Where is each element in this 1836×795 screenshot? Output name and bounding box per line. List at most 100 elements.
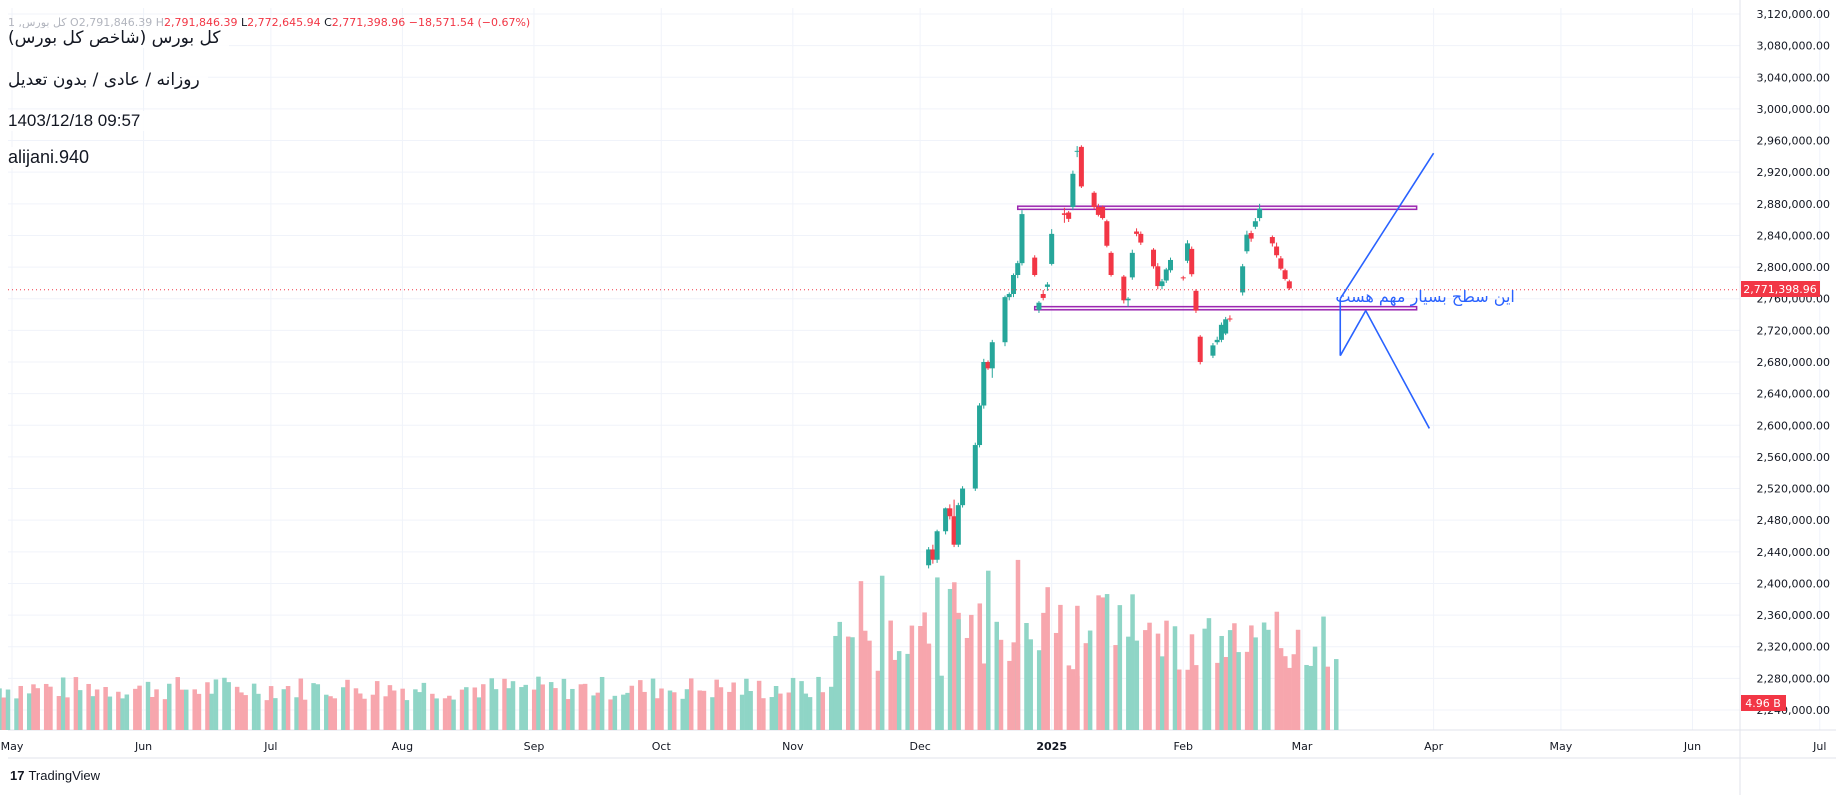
volume-bar — [1045, 587, 1050, 730]
volume-bar — [1113, 645, 1118, 730]
volume-bar — [1164, 620, 1169, 730]
candle-body — [1036, 302, 1042, 310]
tradingview-logo[interactable]: 17 TradingView — [10, 768, 100, 783]
volume-bar — [981, 663, 987, 730]
volume-bar — [875, 670, 881, 730]
close-label: C — [324, 16, 332, 29]
volume-bar — [1096, 595, 1101, 730]
candle-body — [1070, 173, 1076, 207]
candle-body — [1180, 277, 1186, 279]
candle — [1184, 240, 1190, 264]
volume-bar — [1134, 640, 1140, 730]
volume-bar — [1291, 654, 1297, 730]
volume-bar — [1041, 612, 1046, 730]
volume-bar — [850, 637, 855, 730]
candle-body — [989, 342, 995, 369]
volume-bar — [519, 687, 524, 730]
volume-bar — [493, 689, 499, 730]
volume-badge-bg — [1741, 695, 1786, 711]
volume-bar — [1287, 667, 1292, 730]
volume-bar — [667, 690, 673, 730]
price-tick-label: 2,560,000.00 — [1757, 451, 1830, 464]
volume-bar — [1274, 611, 1280, 730]
volume-bar — [35, 688, 40, 730]
volume-bar — [324, 694, 329, 730]
volume-bar — [14, 698, 19, 730]
volume-bar — [430, 693, 435, 730]
candle-body — [1129, 252, 1135, 278]
volume-bar — [816, 676, 821, 730]
volume-bar — [1007, 660, 1012, 730]
volume-bar — [357, 693, 363, 730]
volume-bar — [1075, 605, 1080, 730]
volume-bar — [845, 636, 851, 730]
time-tick-label: Aug — [392, 740, 413, 753]
candle — [1125, 297, 1131, 307]
price-tick-label: 2,880,000.00 — [1757, 198, 1830, 211]
time-axis[interactable]: May Jun Jul Aug Sep Oct Nov Dec 2025 Feb Mar Apr May… — [1, 740, 1827, 753]
time-tick-label: Sep — [524, 740, 545, 753]
volume-bar — [998, 639, 1004, 730]
volume-bar — [786, 692, 792, 730]
volume-bar — [926, 643, 932, 730]
volume-bar — [281, 689, 287, 730]
candle-body — [1193, 290, 1199, 311]
candle-body — [1010, 275, 1016, 294]
tradingview-brand: TradingView — [28, 768, 101, 783]
volume-bar — [1100, 597, 1106, 730]
price-tick-label: 2,640,000.00 — [1757, 388, 1830, 401]
volume-bar — [77, 690, 83, 730]
candle — [934, 529, 940, 563]
volume-bar — [196, 693, 202, 730]
high-label: H — [155, 16, 164, 29]
volume-bar — [739, 694, 745, 730]
volume-bar — [328, 696, 333, 730]
candle — [1091, 191, 1097, 210]
candle — [1210, 343, 1216, 359]
chart-title: کل بورس (شاخص کل بورس) — [8, 28, 229, 48]
candle-body — [1282, 270, 1288, 279]
volume-bar — [506, 688, 512, 730]
candle — [1197, 335, 1203, 365]
price-tick-label: 2,920,000.00 — [1757, 166, 1830, 179]
volume-bar — [315, 684, 321, 730]
volume-bar — [1334, 659, 1339, 730]
candle-body — [1095, 206, 1101, 215]
low-label: L — [240, 16, 248, 29]
volume-bar — [413, 689, 418, 730]
trend-line — [1339, 152, 1435, 300]
volume-bar — [1278, 648, 1284, 730]
candle — [1108, 251, 1114, 277]
volume-bar — [133, 688, 138, 730]
price-tick-label: 2,440,000.00 — [1757, 546, 1830, 559]
candle-body — [1197, 336, 1203, 362]
time-tick-label: May — [1, 740, 24, 753]
volume-bar — [345, 679, 350, 730]
volume-bar — [1024, 622, 1029, 730]
candle-body — [1155, 266, 1161, 287]
volume-bar — [1193, 665, 1199, 730]
volume-bar — [561, 678, 567, 730]
volume-bar — [434, 698, 439, 730]
candle — [1269, 235, 1275, 247]
volume-bar — [1066, 665, 1072, 730]
price-tick-label: 3,000,000.00 — [1757, 103, 1830, 116]
candle-body — [1278, 258, 1284, 269]
candle — [1040, 290, 1046, 301]
volume-bar — [905, 653, 910, 730]
time-tick-label: Jun — [134, 740, 152, 753]
candle — [1104, 219, 1110, 248]
candle — [1244, 230, 1250, 254]
candle-body — [972, 445, 978, 489]
candle-body — [1002, 297, 1008, 343]
volume-bar — [0, 688, 2, 730]
volume-bar — [803, 693, 809, 730]
price-axis[interactable]: 2,240,000.002,280,000.002,320,000.002,36… — [1757, 8, 1830, 717]
price-tick-label: 2,360,000.00 — [1757, 609, 1830, 622]
price-tick-label: 2,800,000.00 — [1757, 261, 1830, 274]
candle — [981, 358, 987, 409]
volume-bar — [256, 693, 261, 730]
high-value: 2,791,846.39 — [163, 16, 238, 29]
volume-bar — [18, 685, 23, 730]
